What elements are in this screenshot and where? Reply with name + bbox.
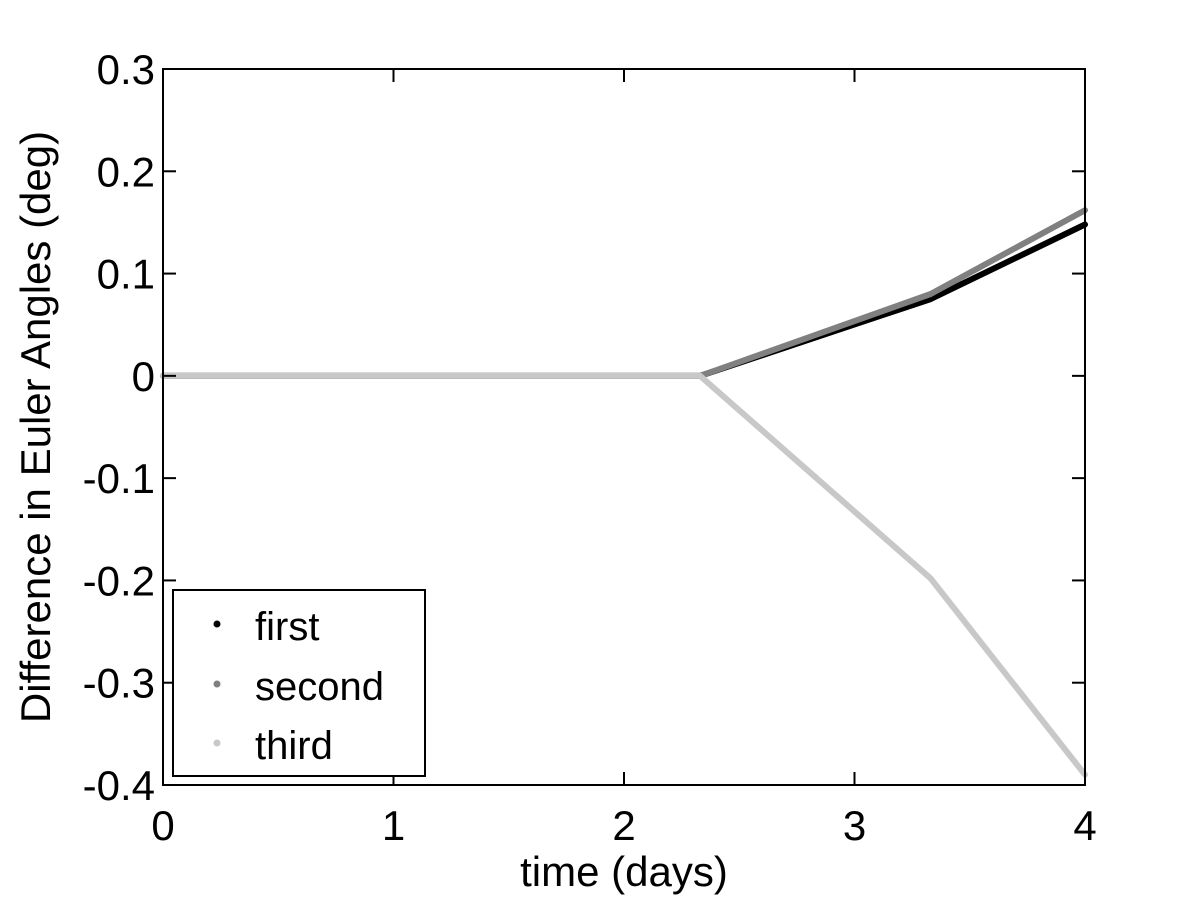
y-tick-label: -0.2	[83, 557, 155, 604]
legend-label-first: first	[255, 605, 319, 649]
x-axis-title: time (days)	[520, 848, 728, 895]
legend-label-second: second	[255, 665, 384, 709]
x-tick-label: 4	[1073, 802, 1096, 849]
legend: first second third	[172, 589, 426, 777]
x-tick-label: 0	[151, 802, 174, 849]
series-line-third	[160, 372, 1088, 778]
ticks-layer: 0 1 2 3 4 -0.4 -0.3 -0.2 -0.1 0 0.1 0.2 0.3	[83, 46, 1097, 849]
y-tick-label: -0.1	[83, 455, 155, 502]
series-layer	[160, 207, 1088, 778]
x-tick-label: 2	[612, 802, 635, 849]
y-tick-label: -0.3	[83, 660, 155, 707]
legend-label-third: third	[255, 724, 333, 768]
legend-marker-third	[213, 739, 221, 747]
y-tick-label: 0	[132, 353, 155, 400]
y-tick-label: 0.2	[97, 148, 155, 195]
y-axis-title: Difference in Euler Angles (deg)	[12, 131, 59, 723]
y-tick-label: -0.4	[83, 762, 155, 809]
series-line-first	[160, 221, 1088, 379]
legend-marker-first	[213, 620, 221, 628]
y-tick-label: 0.3	[97, 46, 155, 93]
x-tick-label: 3	[843, 802, 866, 849]
x-tick-label: 1	[382, 802, 405, 849]
legend-marker-second	[213, 680, 221, 688]
y-tick-label: 0.1	[97, 251, 155, 298]
